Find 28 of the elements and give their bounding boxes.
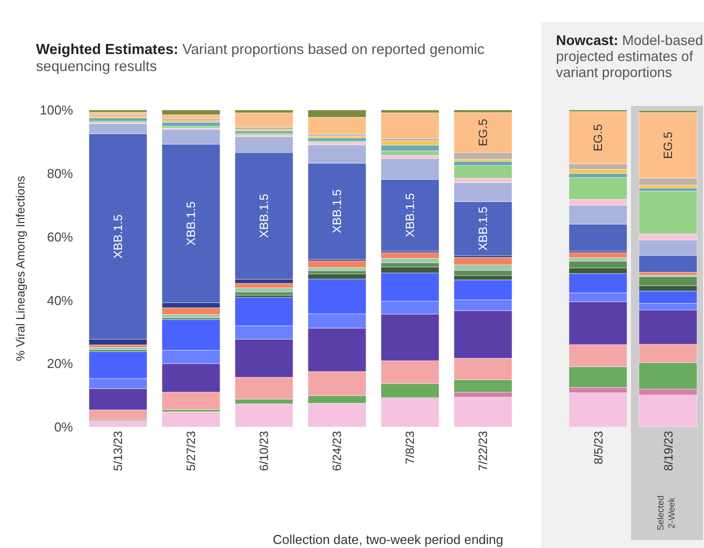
text: XBB.1.5 <box>184 201 198 246</box>
y-tick-label: 80% <box>46 166 74 182</box>
text: XBB.1.5 <box>111 214 125 258</box>
series-label: EG.5 <box>476 118 490 146</box>
text: EG.5 <box>591 124 605 152</box>
y-tick-label: 0% <box>54 420 74 435</box>
x-tick-label: 7/22/23 <box>476 430 490 472</box>
x-tick-label: 7/8/23 <box>403 430 418 464</box>
y-tick-label: 20% <box>46 356 74 372</box>
text: XBB.1.5 <box>330 189 344 234</box>
text: Nowcast: Model-based projected estimates of variant proportions <box>556 32 704 80</box>
x-tick-label: 6/24/23 <box>330 430 344 472</box>
x-tick-label: 5/27/23 <box>184 430 198 472</box>
y-axis-title: % Viral Lineages Among Infections <box>13 176 28 362</box>
text: XBB.1.5 <box>257 194 271 238</box>
x-axis-title: Collection date, two-week period ending <box>272 532 504 547</box>
x-tick-label: 5/13/23 <box>111 430 126 472</box>
chart-title: Weighted Estimates: Variant proportions based on reported genomic sequencing results <box>36 42 484 75</box>
x-tick-label: 8/19/23 <box>662 430 676 472</box>
x-tick-label: 6/10/23 <box>257 430 272 472</box>
y-tick-label: 40% <box>46 292 74 308</box>
text: XBB.1.5 <box>403 193 417 238</box>
x-tick-label: 8/5/23 <box>592 430 606 464</box>
band-label: Selected 2-Week <box>656 495 678 531</box>
y-tick-label: 100% <box>40 102 74 118</box>
series-label: XBB.1.5 <box>476 206 490 251</box>
y-tick-label: 60% <box>46 229 74 244</box>
text: EG.5 <box>661 132 675 160</box>
